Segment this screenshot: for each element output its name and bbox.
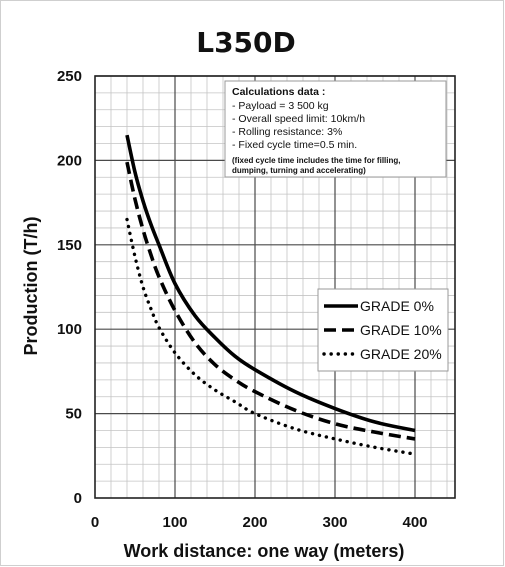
legend-label-3: GRADE 20% — [360, 346, 442, 362]
calculations-title: Calculations data : — [232, 86, 325, 98]
y-tick-label: 150 — [57, 237, 82, 254]
calculations-line: - Rolling resistance: 3% — [232, 126, 342, 138]
y-tick-label: 200 — [57, 152, 82, 169]
series-line-3 — [125, 217, 417, 456]
calculations-note: dumping, turning and accelerating) — [232, 166, 366, 175]
x-axis-label: Work distance: one way (meters) — [124, 541, 405, 561]
x-tick-label: 200 — [242, 514, 267, 531]
x-tick-label: 0 — [91, 514, 99, 531]
legend-box — [317, 288, 449, 372]
y-tick-label: 250 — [57, 68, 82, 85]
chart-title: L350D — [196, 26, 296, 59]
y-tick-label: 100 — [57, 321, 82, 338]
legend-label-1: GRADE 0% — [360, 298, 434, 314]
legend-label-2: GRADE 10% — [360, 322, 442, 338]
calculations-note: (fixed cycle time includes the time for … — [232, 156, 400, 165]
calculations-box — [224, 80, 447, 178]
x-tick-label: 400 — [402, 514, 427, 531]
series-line-1 — [125, 134, 416, 433]
y-tick-label: 50 — [65, 406, 82, 423]
y-tick-label: 0 — [74, 490, 82, 507]
calculations-line: - Fixed cycle time=0.5 min. — [232, 139, 357, 151]
x-tick-label: 300 — [322, 514, 347, 531]
calculations-line: - Payload = 3 500 kg — [232, 100, 329, 112]
plot-border — [94, 75, 456, 499]
calculations-line: - Overall speed limit: 10km/h — [232, 113, 365, 125]
x-tick-label: 100 — [162, 514, 187, 531]
y-axis-label: Production (T/h) — [21, 217, 41, 356]
